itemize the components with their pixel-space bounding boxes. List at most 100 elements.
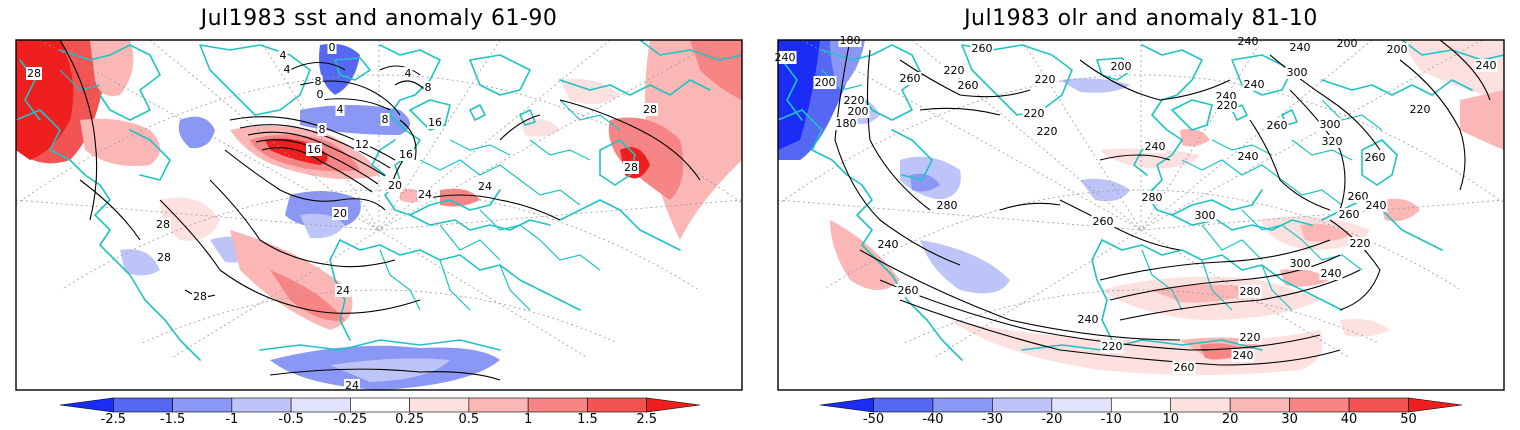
contour-label: 260 (1339, 208, 1360, 221)
sst-borders (59, 69, 621, 311)
contour-label: 300 (1195, 209, 1216, 222)
contour-label: 28 (624, 161, 638, 174)
contour-label: 240 (1321, 267, 1342, 280)
colorbar-tick-label: 0.25 (395, 412, 425, 427)
colorbar-box (1110, 397, 1172, 413)
sst-contours (59, 40, 701, 381)
contour-label: 260 (1267, 119, 1288, 132)
colorbar-tick-label: 50 (1400, 412, 1417, 427)
colorbar-tick-label: -0.25 (333, 412, 368, 427)
sst-map-panel: 28 4 0 4 8 0 4 8 8 4 12 16 16 8 16 20 24… (15, 39, 743, 392)
colorbar-tick-label: 20 (1221, 412, 1239, 427)
contour-label: 220 (944, 64, 965, 77)
sst-map-frame (15, 39, 743, 391)
colorbar-tick-label: -1 (225, 412, 239, 427)
contour-label: 180 (836, 117, 857, 130)
contour-label: 28 (27, 67, 41, 80)
contour-label: 280 (1142, 191, 1163, 204)
contour-label: 240 (1233, 349, 1254, 362)
contour-label: 200 (815, 76, 836, 89)
colorbar-box (1051, 397, 1112, 413)
colorbar-tick-label: 2.5 (636, 412, 657, 427)
contour-label: 24 (336, 284, 350, 297)
colorbar-end-high (646, 397, 701, 413)
colorbar-end-low (819, 397, 874, 413)
contour-label: 28 (193, 290, 207, 303)
olr-contour-labels: 240 180 200 220 180 200 260 260 220 260 … (773, 34, 1498, 374)
contour-label: 320 (1322, 135, 1343, 148)
colorbar-tick-label: 10 (1162, 412, 1179, 427)
contour-label: 260 (1174, 361, 1195, 374)
olr-map-frame (777, 39, 1505, 391)
colorbar-box (587, 397, 647, 413)
colorbar-box (172, 397, 233, 413)
contour-label: 28 (643, 103, 657, 116)
contour-label: 240 (1145, 140, 1166, 153)
colorbar-box (1170, 397, 1231, 413)
contour-label: 200 (848, 105, 869, 118)
colorbar-box (932, 397, 993, 413)
olr-map-panel: 240 180 200 220 180 200 260 260 220 260 … (773, 34, 1505, 391)
colorbar-tick-label: -30 (981, 412, 1003, 427)
colorbar-tick-label: -1.5 (159, 412, 186, 427)
colorbar-box (468, 397, 529, 413)
colorbar-end-low (59, 397, 114, 413)
contour-label: 260 (898, 284, 919, 297)
contour-label: 4 (280, 49, 287, 62)
contour-label: 12 (355, 138, 369, 151)
contour-label: 4 (284, 63, 291, 76)
contour-label: 16 (399, 148, 413, 161)
colorbar-box (1348, 397, 1409, 413)
colorbar-box (992, 397, 1053, 413)
contour-label: 220 (1410, 103, 1431, 116)
contour-label: 220 (1024, 107, 1045, 120)
contour-label: 24 (345, 379, 359, 392)
contour-label: 4 (405, 67, 412, 80)
contour-label: 260 (972, 42, 993, 55)
colorbar-box (350, 397, 410, 413)
contour-label: 260 (1348, 190, 1369, 203)
sst-coastlines (16, 40, 742, 361)
contour-label: 200 (1337, 37, 1358, 50)
contour-label: 4 (337, 103, 344, 116)
contour-label: 300 (1290, 257, 1311, 270)
contour-label: 220 (1350, 237, 1371, 250)
contour-label: 24 (478, 180, 492, 193)
colorbar-box (527, 397, 588, 413)
contour-label: 28 (156, 218, 170, 231)
contour-label: 16 (428, 116, 442, 129)
contour-label: 220 (1037, 125, 1058, 138)
colorbar-box (113, 397, 173, 413)
left-panel-title: Jul1983 sst and anomaly 61-90 (200, 6, 558, 31)
contour-label: 8 (319, 123, 326, 136)
contour-label: 0 (329, 41, 336, 54)
contour-label: 240 (878, 238, 899, 251)
colorbar-tick-label: -20 (1041, 412, 1063, 427)
contour-label: 240 (1366, 199, 1387, 212)
contour-label: 8 (315, 75, 322, 88)
sst-colorbar (59, 397, 701, 413)
contour-label: 220 (1240, 331, 1261, 344)
colorbar-box (873, 397, 934, 413)
contour-label: 240 (1476, 59, 1497, 72)
contour-label: 260 (958, 79, 979, 92)
olr-colorbar (819, 397, 1463, 413)
colorbar-tick-label: -2.5 (100, 412, 127, 427)
contour-label: 220 (844, 94, 865, 107)
colorbar-tick-label: -0.5 (278, 412, 304, 427)
colorbar-tick-label: 1 (524, 412, 533, 427)
colorbar-end-high (1408, 397, 1463, 413)
contour-label: 240 (1238, 150, 1259, 163)
contour-label: 240 (1244, 78, 1265, 91)
colorbar-tick-label: -50 (862, 412, 885, 427)
contour-label: 220 (1102, 340, 1123, 353)
contour-label: 200 (1387, 43, 1408, 56)
colorbar-box (1289, 397, 1350, 413)
contour-label: 0 (317, 88, 324, 101)
colorbar-tick-label: 30 (1281, 412, 1298, 427)
contour-label: 260 (900, 72, 921, 85)
colorbar-tick-label: 40 (1340, 412, 1358, 427)
contour-label: 8 (382, 113, 389, 126)
contour-label: 240 (1078, 313, 1099, 326)
